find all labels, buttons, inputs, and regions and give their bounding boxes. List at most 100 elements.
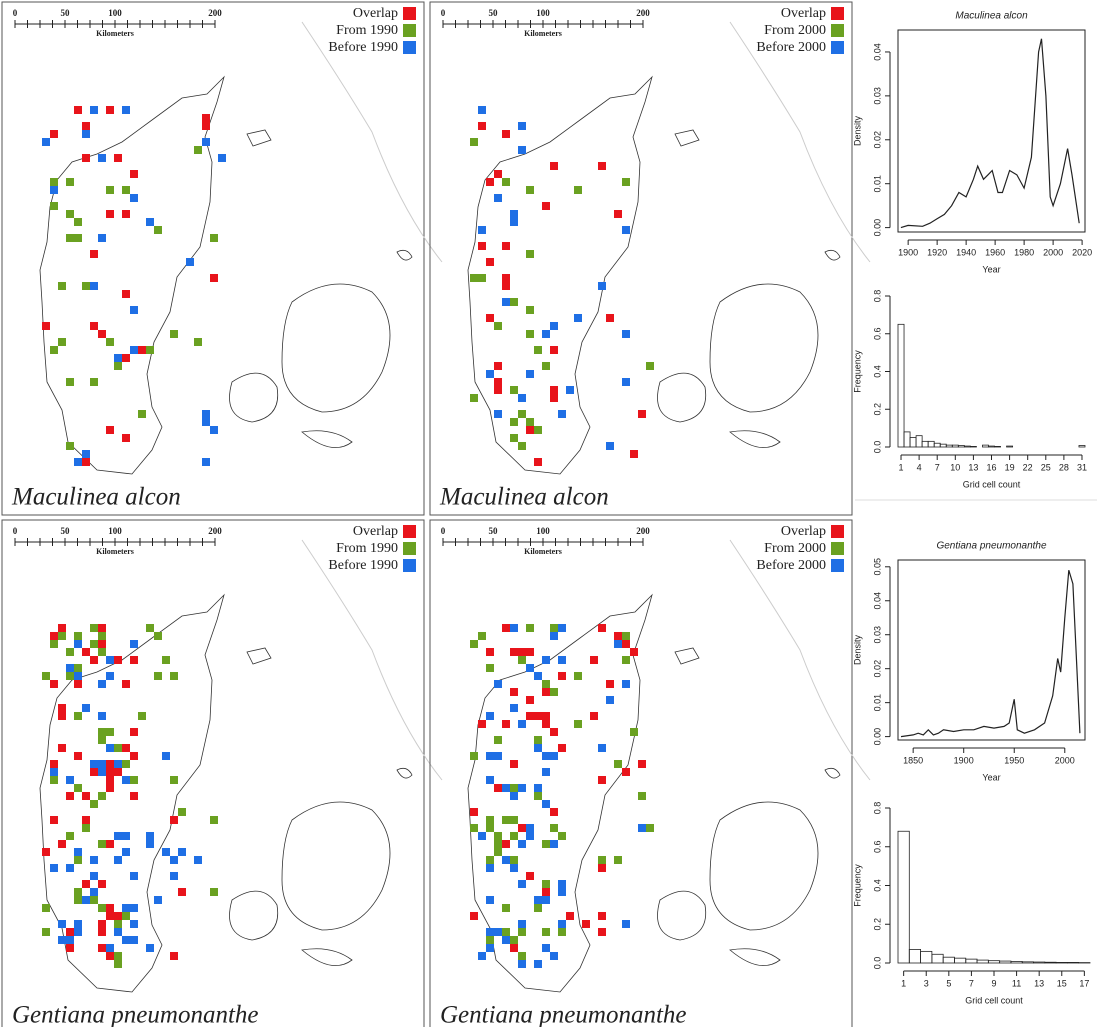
x-tick-label: 1980 [1014,247,1034,257]
occurrence-cell [494,362,502,370]
occurrence-cell [130,194,138,202]
occurrence-cell [486,178,494,186]
occurrence-cell [614,632,622,640]
legend-label: Before 2000 [756,40,826,55]
occurrence-cell [526,186,534,194]
occurrence-cell [494,386,502,394]
occurrence-cell [138,712,146,720]
histogram-bar [1055,962,1068,964]
occurrence-cell [194,856,202,864]
map-frame [429,519,853,1027]
occurrence-cell [146,840,154,848]
occurrence-cell [558,888,566,896]
occurrence-cell [470,752,478,760]
occurrence-cell [638,824,646,832]
island-outline [709,801,819,931]
occurrence-cell [90,872,98,880]
occurrence-cell [598,162,606,170]
occurrence-cell [534,784,542,792]
occurrence-cell [42,928,50,936]
occurrence-cell [646,824,654,832]
occurrence-cell [98,640,106,648]
occurrence-cell [66,864,74,872]
occurrence-cell [162,848,170,856]
occurrence-cell [534,346,542,354]
occurrence-cell [114,744,122,752]
y-tick-label: 0.6 [872,327,882,340]
occurrence-cell [82,824,90,832]
legend-label: From 1990 [336,23,398,38]
legend-swatch [831,525,844,538]
occurrence-cell [50,776,58,784]
occurrence-cell [122,354,130,362]
occurrence-cell [502,816,510,824]
occurrence-cell [114,656,122,664]
occurrence-cell [74,928,82,936]
x-axis-label: Year [982,264,1000,274]
occurrence-cell [558,928,566,936]
histogram-bar [1010,961,1023,964]
occurrence-cell [98,680,106,688]
plot-box [897,559,1086,741]
occurrence-cell [98,648,106,656]
occurrence-cell [502,936,510,944]
occurrence-cell [486,314,494,322]
occurrence-cell [606,696,614,704]
occurrence-cell [526,872,534,880]
occurrence-cell [614,210,622,218]
occurrence-cell [534,960,542,968]
occurrence-cell [478,832,486,840]
occurrence-cell [478,242,486,250]
occurrence-cell [130,936,138,944]
occurrence-cell [638,792,646,800]
occurrence-cell [90,624,98,632]
occurrence-cell [566,912,574,920]
occurrence-cell [518,442,526,450]
occurrence-cell [74,856,82,864]
occurrence-cell [510,434,518,442]
occurrence-cell [58,282,66,290]
occurrence-cell [542,656,550,664]
y-tick-label: 0.0 [872,441,882,454]
occurrence-cell [162,656,170,664]
occurrence-cell [106,656,114,664]
occurrence-cell [58,936,66,944]
scale-label: 0 [441,526,446,536]
occurrence-cell [550,624,558,632]
occurrence-cell [170,856,178,864]
occurrence-cell [122,106,130,114]
occurrence-cell [510,792,518,800]
x-tick-label: 4 [917,462,922,472]
occurrence-cell [630,450,638,458]
island-outline [824,249,841,261]
density-line [900,38,1080,229]
occurrence-cell [82,704,90,712]
histogram-bar [951,444,959,448]
species-name: Maculinea alcon [439,484,609,511]
occurrence-cell [526,832,534,840]
occurrence-cell [130,776,138,784]
histogram-bar [1044,961,1057,964]
occurrence-cell [66,234,74,242]
occurrence-cell [558,672,566,680]
occurrence-cell [90,768,98,776]
occurrence-cell [486,648,494,656]
island-outline [657,890,707,941]
occurrence-cell [598,912,606,920]
land-outline [39,593,225,993]
occurrence-cell [542,712,550,720]
occurrence-cell [542,888,550,896]
occurrence-cell [170,672,178,680]
occurrence-cell [98,736,106,744]
scale-label: 0 [441,8,446,18]
x-tick-label: 9 [991,978,996,988]
occurrence-cell [478,106,486,114]
legend-swatch [403,542,416,555]
occurrence-cell [122,744,130,752]
histogram-bar [1078,445,1086,448]
histogram-bar [1067,962,1080,964]
occurrence-cell [574,314,582,322]
occurrence-cell [494,784,502,792]
occurrence-cell [638,760,646,768]
